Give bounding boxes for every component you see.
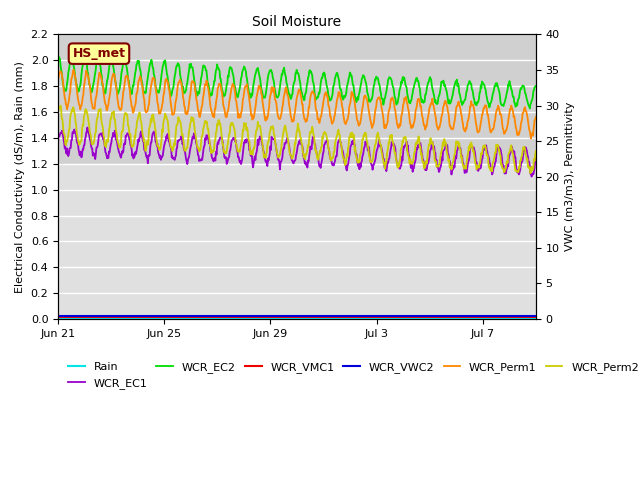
WCR_EC1 — [417, 144, 425, 150]
WCR_Perm1 — [417, 103, 425, 109]
WCR_EC1 — [466, 147, 474, 153]
WCR_Perm1 — [70, 67, 77, 72]
WCR_VMC1 — [417, 314, 424, 320]
Rain — [465, 315, 473, 321]
Line: WCR_EC1: WCR_EC1 — [58, 127, 536, 177]
Line: WCR_Perm1: WCR_Perm1 — [58, 70, 536, 139]
WCR_EC1 — [84, 124, 92, 130]
WCR_VWC2 — [54, 313, 62, 319]
Rain — [532, 315, 540, 321]
WCR_EC2 — [465, 78, 473, 84]
WCR_Perm2 — [84, 115, 92, 121]
WCR_Perm2 — [532, 148, 540, 154]
WCR_VWC2 — [344, 313, 352, 319]
WCR_EC2 — [358, 75, 366, 81]
WCR_EC1 — [528, 174, 536, 180]
Title: Soil Moisture: Soil Moisture — [252, 15, 342, 29]
WCR_Perm2 — [359, 136, 367, 142]
Line: WCR_EC2: WCR_EC2 — [58, 56, 536, 108]
WCR_VWC2 — [332, 313, 339, 319]
WCR_Perm1 — [332, 104, 340, 110]
WCR_EC1 — [84, 129, 92, 134]
WCR_EC2 — [344, 79, 352, 85]
Rain — [344, 315, 352, 321]
WCR_Perm1 — [345, 111, 353, 117]
WCR_Perm1 — [359, 102, 367, 108]
Y-axis label: VWC (m3/m3), Permittivity: VWC (m3/m3), Permittivity — [565, 102, 575, 252]
WCR_VMC1 — [344, 314, 352, 320]
WCR_Perm1 — [54, 76, 62, 82]
WCR_Perm2 — [332, 136, 340, 142]
Rain — [358, 315, 366, 321]
WCR_VWC2 — [358, 313, 366, 319]
WCR_VWC2 — [465, 313, 473, 319]
WCR_EC2 — [84, 69, 92, 74]
WCR_EC2 — [532, 83, 540, 89]
WCR_Perm1 — [527, 136, 535, 142]
WCR_EC2 — [417, 92, 424, 98]
WCR_EC1 — [54, 138, 62, 144]
WCR_VMC1 — [358, 314, 366, 320]
WCR_Perm2 — [527, 170, 534, 176]
WCR_VWC2 — [84, 313, 92, 319]
WCR_Perm2 — [54, 109, 62, 115]
WCR_EC2 — [332, 73, 339, 79]
Rain — [54, 315, 62, 321]
WCR_VWC2 — [417, 313, 424, 319]
WCR_Perm2 — [345, 142, 353, 147]
WCR_Perm2 — [417, 152, 425, 158]
WCR_Perm2 — [57, 103, 65, 108]
WCR_Perm2 — [466, 142, 474, 147]
WCR_VMC1 — [84, 314, 92, 320]
WCR_Perm1 — [532, 114, 540, 120]
Text: HS_met: HS_met — [72, 47, 125, 60]
Rain — [332, 315, 339, 321]
Y-axis label: Electrical Conductivity (dS/m), Rain (mm): Electrical Conductivity (dS/m), Rain (mm… — [15, 61, 25, 293]
WCR_VWC2 — [532, 313, 540, 319]
WCR_EC1 — [332, 153, 340, 159]
Legend: Rain, WCR_EC1, WCR_EC2, WCR_VMC1, WCR_VWC2, WCR_Perm1, WCR_Perm2: Rain, WCR_EC1, WCR_EC2, WCR_VMC1, WCR_VW… — [64, 358, 640, 393]
WCR_EC2 — [54, 53, 62, 59]
WCR_EC1 — [345, 157, 353, 163]
Line: WCR_Perm2: WCR_Perm2 — [58, 106, 536, 173]
Bar — [58, 35, 536, 164]
Rain — [417, 315, 424, 321]
WCR_VMC1 — [332, 314, 339, 320]
WCR_EC1 — [359, 152, 367, 158]
WCR_VMC1 — [532, 314, 540, 320]
WCR_VMC1 — [54, 314, 62, 320]
WCR_EC1 — [532, 156, 540, 161]
WCR_Perm1 — [84, 73, 92, 79]
WCR_Perm1 — [466, 104, 474, 109]
WCR_EC2 — [526, 106, 534, 111]
WCR_VMC1 — [465, 314, 473, 320]
Rain — [84, 315, 92, 321]
